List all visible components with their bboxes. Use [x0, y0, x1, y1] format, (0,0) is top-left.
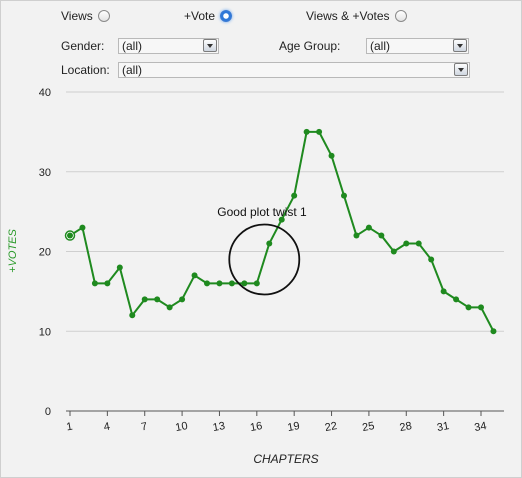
location-label: Location: [61, 63, 110, 77]
x-axis-ticks: 1 4 7 10 13 16 19 22 25 28 31 34 [65, 411, 488, 434]
x-tick-label: 31 [436, 420, 450, 434]
mode-option-vote-label: +Vote [184, 9, 216, 23]
data-point [191, 272, 198, 279]
data-point [204, 280, 210, 287]
data-point [378, 232, 385, 239]
data-point [440, 288, 447, 295]
series-votes [64, 128, 497, 335]
chart-gridlines [66, 91, 504, 412]
x-tick-label: 28 [399, 420, 413, 434]
age-group-select-value: (all) [370, 39, 390, 53]
chevron-down-icon[interactable] [454, 63, 468, 76]
data-point [266, 240, 273, 247]
gender-label: Gender: [61, 39, 105, 53]
mode-option-vote[interactable]: +Vote [184, 9, 233, 23]
data-point [478, 304, 484, 311]
chevron-down-icon[interactable] [203, 39, 217, 52]
vote-radio[interactable] [220, 10, 233, 22]
data-point [129, 312, 136, 319]
gender-select[interactable]: (all) [118, 38, 219, 54]
data-point [91, 280, 98, 287]
y-axis-ticks: 0 10 20 30 40 [39, 87, 51, 418]
data-point [67, 232, 73, 239]
annotation-circle [228, 223, 301, 296]
chevron-down-icon[interactable] [453, 39, 467, 52]
x-tick-label: 4 [103, 421, 111, 434]
data-point [216, 280, 223, 287]
age-group-filter: Age Group: (all) [279, 38, 469, 54]
data-point [228, 280, 235, 287]
mode-option-views[interactable]: Views [61, 9, 110, 23]
data-point [316, 128, 323, 135]
data-point [453, 296, 460, 303]
x-tick-label: 34 [473, 420, 487, 434]
y-tick-label: 40 [39, 87, 51, 99]
x-axis-label: CHAPTERS [253, 452, 318, 466]
x-tick-label: 13 [212, 420, 226, 434]
data-point [390, 248, 397, 255]
location-select[interactable]: (all) [118, 62, 470, 78]
y-axis-label: +VOTES [7, 228, 19, 272]
series-line [69, 130, 495, 332]
data-point [104, 280, 111, 287]
views-radio[interactable] [97, 10, 110, 22]
data-point [490, 328, 497, 335]
x-tick-label: 10 [174, 420, 188, 434]
y-tick-label: 10 [39, 326, 51, 338]
data-point [328, 152, 335, 159]
mode-option-views-votes-label: Views & +Votes [306, 9, 390, 23]
x-tick-label: 1 [65, 421, 73, 434]
y-tick-label: 20 [39, 247, 51, 259]
data-point [116, 264, 123, 271]
data-point [141, 296, 148, 303]
location-select-value: (all) [122, 63, 142, 77]
x-tick-label: 19 [287, 420, 301, 434]
x-tick-label: 16 [249, 420, 263, 434]
location-filter: Location: (all) [61, 62, 470, 78]
data-point [365, 224, 372, 231]
data-point [415, 240, 422, 247]
data-point [278, 216, 285, 223]
gender-filter: Gender: (all) [61, 38, 219, 54]
data-point [179, 296, 186, 303]
data-point [166, 304, 173, 311]
gender-select-value: (all) [122, 39, 142, 53]
x-tick-label: 7 [140, 421, 148, 434]
data-point [154, 296, 161, 303]
data-point [79, 224, 86, 231]
data-point [241, 280, 248, 287]
data-point [253, 280, 260, 287]
age-group-select[interactable]: (all) [366, 38, 469, 54]
data-point [341, 192, 347, 199]
mode-option-views-label: Views [61, 9, 93, 23]
data-point [465, 304, 472, 311]
age-group-label: Age Group: [279, 39, 341, 53]
annotation-label: Good plot twist 1 [217, 205, 307, 219]
data-point [428, 256, 435, 263]
y-tick-label: 30 [39, 167, 51, 179]
x-tick-label: 22 [324, 420, 338, 434]
mode-option-views-votes[interactable]: Views & +Votes [306, 9, 407, 23]
data-point [353, 232, 360, 239]
x-tick-label: 25 [361, 420, 375, 434]
data-point [303, 128, 310, 135]
annotations: Good plot twist 1 [217, 205, 307, 296]
y-tick-label: 0 [45, 406, 51, 418]
data-point [403, 240, 410, 247]
views-votes-radio[interactable] [394, 10, 407, 22]
data-point [291, 192, 298, 199]
